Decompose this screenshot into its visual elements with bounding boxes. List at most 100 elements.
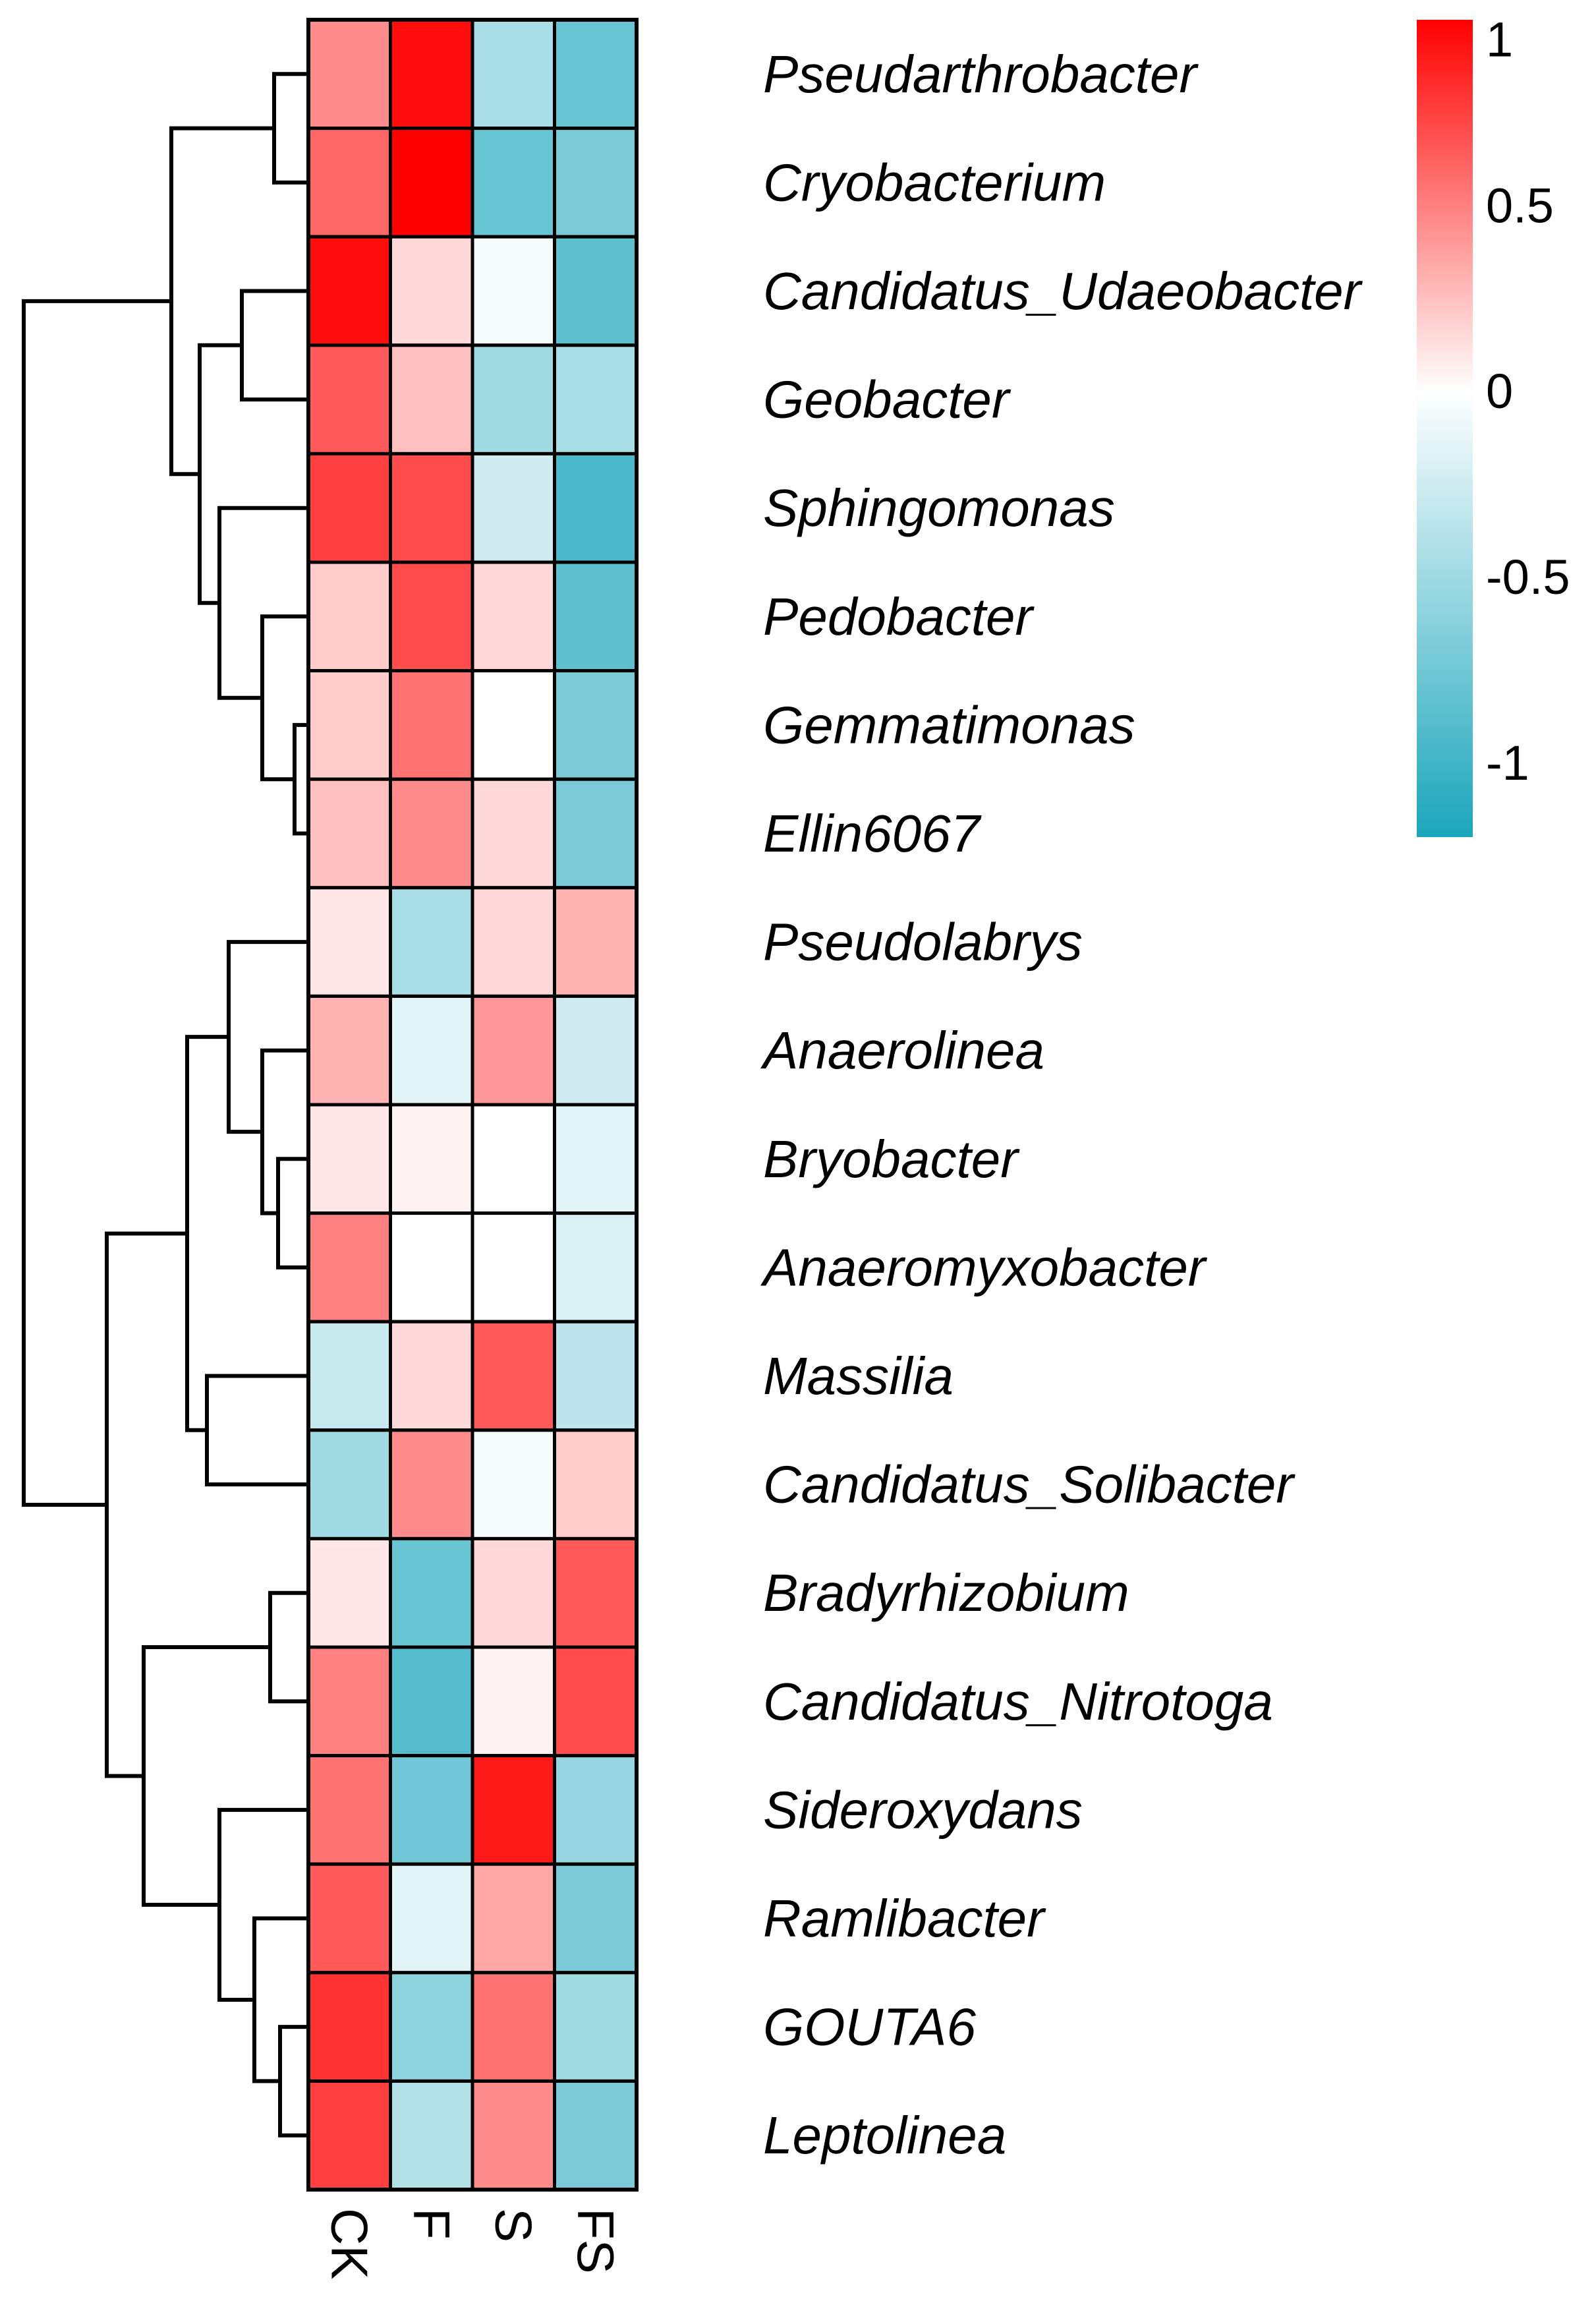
heatmap-cell-geobacter-ck (306, 343, 392, 455)
heatmap-cell-sphingomonas-ck (306, 451, 392, 564)
heatmap-cell-pedobacter-s (470, 560, 556, 673)
row-label-candidatus-nitrotoga: Candidatus_Nitrotoga (763, 1672, 1273, 1731)
heatmap-cell-geobacter-f (389, 343, 474, 455)
heatmap-cell-pseudarthrobacter-s (470, 18, 556, 131)
heatmap-cell-cryobacterium-s (470, 127, 556, 239)
dendrogram-branch (227, 940, 310, 1134)
row-label-geobacter: Geobacter (763, 370, 1012, 429)
heatmap-cell-anaerolinea-ck (306, 994, 392, 1107)
heatmap-cell-gouta6-s (470, 1971, 556, 2083)
heatmap-cell-candidatus-udaeobacter-fs (553, 235, 639, 347)
dendrogram-branch (169, 126, 276, 477)
heatmap-cell-anaeromyxobacter-ck (306, 1211, 392, 1324)
heatmap-cell-candidatus-solibacter-fs (553, 1428, 639, 1540)
heatmap-frame (306, 18, 639, 2192)
heatmap-cell-candidatus-solibacter-ck (306, 1428, 392, 1540)
heatmap-cell-bryobacter-fs (553, 1103, 639, 1215)
dendrogram-branch (240, 289, 310, 402)
heatmap-cell-gemmatimonas-s (470, 669, 556, 781)
row-label-sphingomonas: Sphingomonas (763, 479, 1115, 537)
heatmap-cell-gemmatimonas-ck (306, 669, 392, 781)
heatmap-cell-anaeromyxobacter-fs (553, 1211, 639, 1324)
row-label-cryobacterium: Cryobacterium (763, 153, 1106, 212)
heatmap-cell-anaeromyxobacter-f (389, 1211, 474, 1324)
heatmap-cell-pedobacter-ck (306, 560, 392, 673)
heatmap-cell-ellin6067-fs (553, 777, 639, 890)
heatmap-cell-sideroxydans-f (389, 1754, 474, 1866)
heatmap-cell-gouta6-ck (306, 1971, 392, 2083)
row-label-ellin6067: Ellin6067 (763, 804, 982, 863)
heatmap-cell-pseudolabrys-f (389, 886, 474, 998)
heatmap-cell-ramlibacter-fs (553, 1862, 639, 1975)
heatmap-cell-gemmatimonas-fs (553, 669, 639, 781)
dendrogram-branch (185, 1035, 231, 1432)
heatmap-cell-leptolinea-ck (306, 2079, 392, 2192)
heatmap-cell-geobacter-s (470, 343, 556, 455)
heatmap-cell-candidatus-udaeobacter-ck (306, 235, 392, 347)
heatmap-cell-bryobacter-f (389, 1103, 474, 1215)
row-label-massilia: Massilia (763, 1347, 954, 1405)
heatmap-cell-candidatus-solibacter-s (470, 1428, 556, 1540)
column-label-s: S (484, 2208, 542, 2242)
dendrogram-branch (260, 614, 310, 782)
heatmap-cell-pedobacter-fs (553, 560, 639, 673)
heatmap-cell-gouta6-f (389, 1971, 474, 2083)
row-label-candidatus-solibacter: Candidatus_Solibacter (763, 1455, 1296, 1514)
dendrogram-branch (142, 1645, 272, 1907)
heatmap-cell-anaeromyxobacter-s (470, 1211, 556, 1324)
column-label-f: F (403, 2208, 461, 2240)
heatmap-cell-massilia-f (389, 1320, 474, 1432)
heatmap-cell-sphingomonas-f (389, 451, 474, 564)
heatmap-cell-candidatus-udaeobacter-s (470, 235, 556, 347)
color-scale-tick-label: -0.5 (1486, 550, 1570, 604)
row-label-sideroxydans: Sideroxydans (763, 1780, 1083, 1839)
heatmap-cell-cryobacterium-fs (553, 127, 639, 239)
heatmap-cell-pseudarthrobacter-f (389, 18, 474, 131)
heatmap-cell-massilia-fs (553, 1320, 639, 1432)
row-label-pseudolabrys: Pseudolabrys (763, 913, 1083, 972)
heatmap-cell-bryobacter-ck (306, 1103, 392, 1215)
column-label-ck: CK (320, 2208, 378, 2279)
heatmap-cell-pseudolabrys-ck (306, 886, 392, 998)
dendrogram-branch (260, 1048, 310, 1215)
heatmap-cell-anaerolinea-fs (553, 994, 639, 1107)
column-labels: CK F S FS (320, 2208, 625, 2279)
heatmap-cell-candidatus-udaeobacter-f (389, 235, 474, 347)
heatmap-cell-sphingomonas-fs (553, 451, 639, 564)
heatmap-cell-bradyrhizobium-ck (306, 1536, 392, 1649)
heatmap-cell-ellin6067-f (389, 777, 474, 890)
heatmap-cell-candidatus-nitrotoga-f (389, 1645, 474, 1758)
heatmap-cell-ellin6067-s (470, 777, 556, 890)
row-label-gouta6: GOUTA6 (763, 1998, 977, 2056)
heatmap-cell-sphingomonas-s (470, 451, 556, 564)
dendrogram-branch (205, 1374, 310, 1487)
heatmap-cell-leptolinea-fs (553, 2079, 639, 2192)
heatmap-cell-pseudarthrobacter-fs (553, 18, 639, 131)
color-scale-tick-label: 0 (1486, 364, 1513, 419)
heatmap-cell-bradyrhizobium-f (389, 1536, 474, 1649)
heatmap-cell-pseudolabrys-fs (553, 886, 639, 998)
row-label-anaerolinea: Anaerolinea (760, 1021, 1044, 1080)
heatmap-cell-ramlibacter-s (470, 1862, 556, 1975)
heatmap-cell-candidatus-solibacter-f (389, 1428, 474, 1540)
heatmap-cell-pseudarthrobacter-ck (306, 18, 392, 131)
heatmap-cell-cryobacterium-ck (306, 127, 392, 239)
heatmap-cell-bradyrhizobium-s (470, 1536, 556, 1649)
dendrogram-branch (22, 299, 173, 1507)
row-label-anaeromyxobacter: Anaeromyxobacter (760, 1238, 1208, 1296)
row-label-bradyrhizobium: Bradyrhizobium (763, 1563, 1129, 1622)
heatmap-cell-sideroxydans-ck (306, 1754, 392, 1866)
color-scale-tick-label: 1 (1486, 13, 1513, 67)
heatmap-cell-ramlibacter-ck (306, 1862, 392, 1975)
heatmap-cell-ramlibacter-f (389, 1862, 474, 1975)
heatmap-cell-candidatus-nitrotoga-ck (306, 1645, 392, 1758)
row-label-gemmatimonas: Gemmatimonas (763, 695, 1135, 754)
heatmap-cell-geobacter-fs (553, 343, 639, 455)
row-label-leptolinea: Leptolinea (763, 2106, 1006, 2165)
heatmap-cell-sideroxydans-fs (553, 1754, 639, 1866)
heatmap-cells (306, 18, 639, 2192)
heatmap-cell-leptolinea-s (470, 2079, 556, 2192)
heatmap-cell-ellin6067-ck (306, 777, 392, 890)
heatmap-cell-gouta6-fs (553, 1971, 639, 2083)
